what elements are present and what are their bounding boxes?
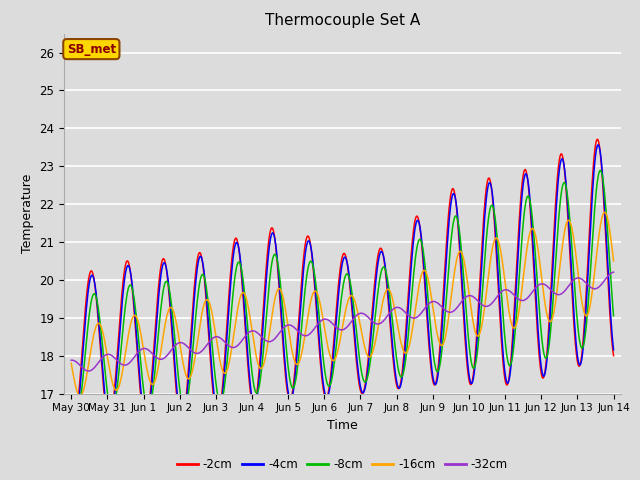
-8cm [610,313,618,319]
-8cm [189,348,196,354]
-2cm [594,136,602,142]
Legend: -2cm, -4cm, -8cm, -16cm, -32cm: -2cm, -4cm, -8cm, -16cm, -32cm [172,454,513,476]
-16cm [425,279,433,285]
-32cm [409,315,417,321]
Text: SB_met: SB_met [67,43,116,56]
-8cm [596,168,604,173]
Line: -32cm: -32cm [71,272,614,371]
-8cm [67,399,75,405]
-32cm [134,350,141,356]
Line: -4cm: -4cm [71,145,614,430]
-16cm [409,323,417,329]
-4cm [610,347,618,353]
-2cm [69,428,77,434]
-2cm [425,340,433,346]
-4cm [189,317,196,323]
-2cm [134,355,141,361]
-32cm [67,358,75,363]
-4cm [409,243,417,249]
-16cm [601,209,609,215]
-8cm [78,386,86,392]
-2cm [67,425,75,431]
-2cm [78,352,86,358]
-8cm [134,327,141,333]
-16cm [134,317,141,323]
-2cm [409,233,417,239]
-32cm [77,363,85,369]
Y-axis label: Temperature: Temperature [20,174,34,253]
-4cm [218,402,225,408]
X-axis label: Time: Time [327,419,358,432]
-4cm [78,364,86,370]
-4cm [70,427,77,433]
-16cm [76,393,84,399]
-8cm [409,279,417,285]
-4cm [67,421,75,427]
-2cm [218,396,225,402]
-2cm [189,305,196,311]
-2cm [610,353,618,359]
-16cm [218,364,225,370]
Title: Thermocouple Set A: Thermocouple Set A [265,13,420,28]
-16cm [610,258,618,264]
-8cm [218,399,225,405]
Line: -8cm: -8cm [71,170,614,419]
-32cm [218,336,225,342]
-32cm [610,269,618,275]
Line: -16cm: -16cm [71,212,614,396]
Line: -2cm: -2cm [71,139,614,431]
-16cm [78,392,86,397]
-32cm [189,349,196,355]
-32cm [84,368,92,374]
-4cm [425,331,433,337]
-4cm [594,142,602,148]
-16cm [189,367,196,372]
-8cm [72,416,79,422]
-8cm [425,303,433,309]
-16cm [67,360,75,366]
-32cm [425,301,433,307]
-4cm [134,347,141,353]
